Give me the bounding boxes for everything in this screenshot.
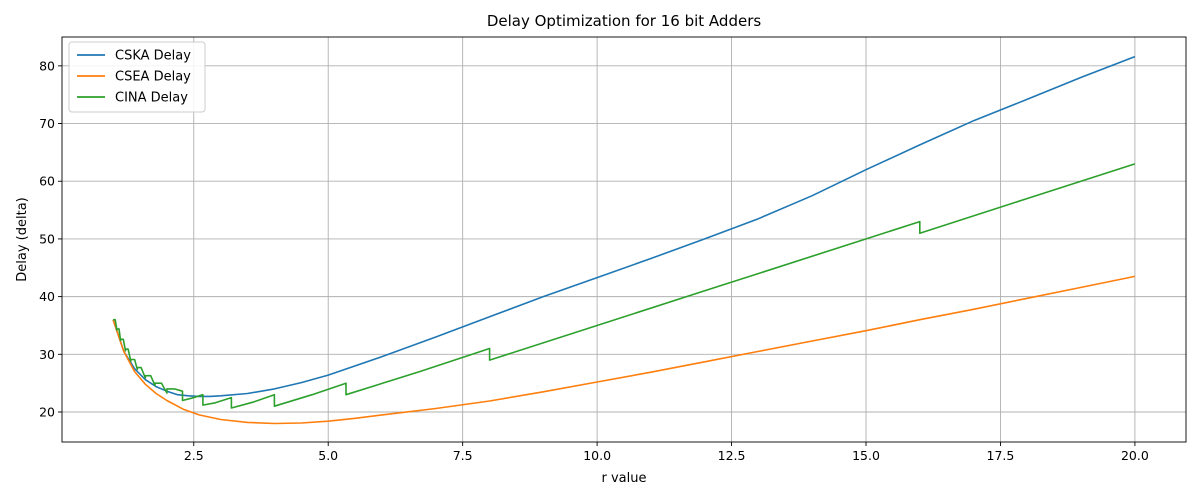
y-tick-label: 30 (39, 347, 55, 362)
x-tick-label: 2.5 (184, 448, 204, 463)
x-tick-label: 7.5 (453, 448, 473, 463)
x-tick-label: 20.0 (1121, 448, 1149, 463)
legend-box (68, 41, 206, 113)
grid (62, 37, 1186, 442)
y-tick-label: 80 (39, 58, 55, 73)
x-tick-label: 5.0 (318, 448, 338, 463)
y-tick-label: 60 (39, 174, 55, 189)
legend: CSKA Delay CSEA Delay CINA Delay (68, 41, 206, 113)
plot-frame (61, 36, 1187, 443)
y-tick-label: 40 (39, 289, 55, 304)
y-tick-label: 50 (39, 231, 55, 246)
x-tick-label: 12.5 (718, 448, 746, 463)
series-line-csea-delay (112, 275, 1136, 425)
chart-title: Delay Optimization for 16 bit Adders (487, 12, 762, 30)
ticks: 2.5 5.0 7.5 10.0 12.5 15.0 17.5 20.0 20 30 40 50 60 7… (39, 58, 1149, 463)
x-tick-label: 15.0 (852, 448, 880, 463)
x-axis-label: r value (602, 471, 647, 486)
legend-label: CSEA Delay (115, 70, 191, 85)
x-tick-label: 10.0 (583, 448, 611, 463)
series-line-cina-delay (113, 163, 1136, 409)
y-tick-label: 20 (39, 405, 55, 420)
series-group (112, 55, 1136, 425)
legend-label: CSKA Delay (115, 49, 191, 64)
y-axis-label: Delay (delta) (15, 197, 30, 281)
x-tick-label: 17.5 (987, 448, 1015, 463)
legend-label: CINA Delay (115, 91, 188, 106)
y-tick-label: 70 (39, 116, 55, 131)
